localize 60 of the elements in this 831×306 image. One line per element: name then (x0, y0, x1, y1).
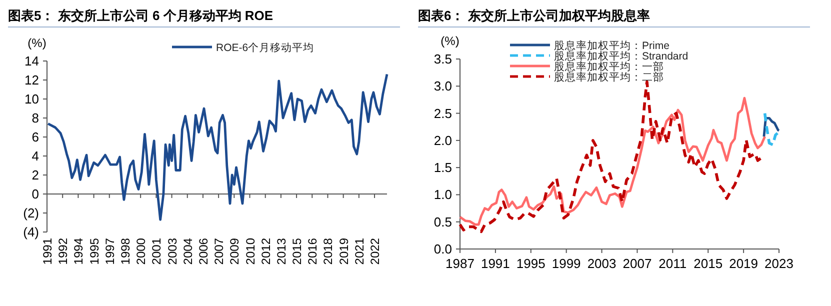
y-tick-label: 2.0 (434, 132, 452, 148)
x-tick-label: 2018 (321, 238, 336, 265)
x-tick-label: 2015 (290, 238, 304, 265)
y-tick-label: 14 (24, 54, 39, 68)
legend-label: 股息率加权平均：一部 (554, 60, 664, 73)
legend-label: ROE-6个月移动平均 (216, 42, 314, 54)
y-tick-label: 3.0 (434, 78, 452, 94)
x-tick-label: 1994 (72, 238, 86, 265)
y-axis-title: (%) (440, 34, 460, 48)
y-tick-label: 1.5 (434, 160, 452, 176)
x-tick-label: 2003 (587, 256, 616, 271)
x-tick-label: 2007 (622, 256, 652, 271)
x-tick-label: 1999 (552, 256, 581, 271)
x-tick-label: 2013 (274, 238, 288, 265)
y-tick-label: 3.5 (434, 52, 452, 66)
y-tick-label: (2) (23, 206, 39, 220)
legend-label: 股息率加权平均：Prime (554, 39, 670, 52)
x-tick-label: 1997 (102, 238, 117, 265)
x-tick-label: 2016 (306, 238, 320, 265)
y-tick-label: 0 (32, 186, 39, 202)
x-tick-label: 2001 (150, 238, 164, 265)
legend-label: 股息率加权平均：二部 (554, 70, 664, 84)
x-tick-label: 2007 (212, 238, 226, 265)
x-tick-label: 2003 (165, 238, 180, 265)
x-tick-label: 1987 (446, 256, 474, 271)
x-tick-label: 2004 (180, 238, 195, 265)
x-tick-label: 1991 (480, 256, 510, 271)
y-tick-label: 2 (32, 168, 39, 182)
x-tick-label: 2019 (336, 238, 351, 265)
chart-title: 图表6： 东交所上市公司加权平均股息率 (418, 8, 650, 23)
x-tick-label: 1998 (118, 238, 132, 265)
chart-title: 图表5： 东交所上市公司 6 个月移动平均 ROE (8, 8, 274, 23)
x-tick-label: 1995 (516, 256, 546, 271)
y-axis-title: (%) (28, 36, 46, 50)
x-tick-label: 2015 (694, 256, 723, 271)
y-tick-label: 10 (24, 92, 39, 106)
y-tick-label: 4 (32, 148, 39, 164)
x-tick-label: 2023 (764, 256, 794, 271)
x-tick-label: 2021 (352, 238, 366, 265)
x-tick-label: 2010 (243, 238, 258, 265)
x-tick-label: 1995 (87, 238, 102, 265)
x-tick-label: 2012 (258, 238, 273, 265)
y-tick-label: (4) (23, 224, 39, 240)
y-tick-label: 0.0 (434, 242, 452, 256)
legend: ROE-6个月移动平均 (172, 42, 314, 54)
legend-label: 股息率加权平均：Strandard (554, 50, 688, 62)
y-tick-label: 2.5 (434, 106, 452, 121)
y-tick-label: 0.5 (434, 214, 452, 230)
x-tick-label: 2011 (658, 256, 687, 271)
y-tick-label: 1.0 (434, 187, 452, 202)
x-tick-label: 2009 (228, 238, 242, 265)
x-tick-label: 2006 (196, 238, 210, 265)
y-tick-label: 12 (24, 72, 39, 88)
x-tick-label: 2000 (134, 238, 148, 265)
y-tick-label: 8 (32, 110, 39, 126)
y-tick-label: 6 (32, 130, 39, 144)
x-tick-label: 2022 (368, 238, 382, 265)
x-tick-label: 1991 (40, 238, 54, 265)
x-tick-label: 2019 (729, 256, 758, 271)
x-tick-label: 1992 (56, 238, 70, 265)
